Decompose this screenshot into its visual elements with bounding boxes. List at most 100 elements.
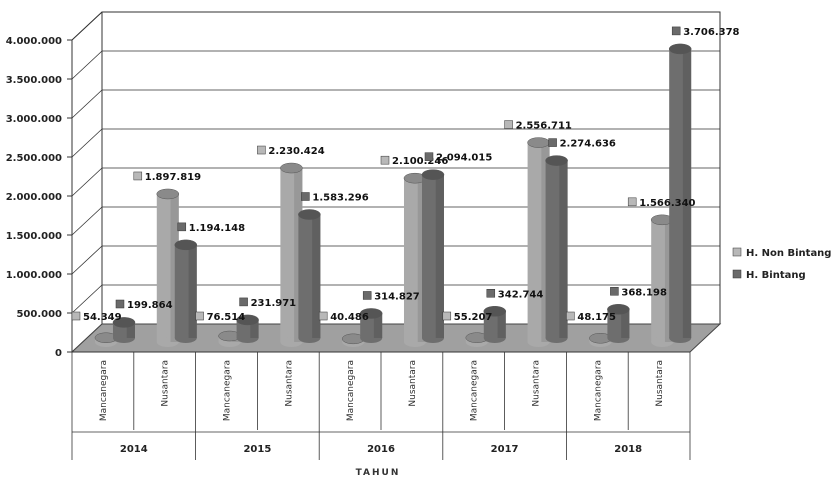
bar-shade — [664, 219, 674, 342]
bar-top — [298, 209, 321, 220]
bar-h-non-bintang — [527, 137, 550, 347]
bar-top — [483, 306, 507, 317]
data-label-marker — [424, 152, 434, 161]
data-label: 40.486 — [318, 311, 369, 323]
gridline-side — [71, 128, 103, 158]
data-label-marker — [301, 192, 310, 201]
bar-h-bintang — [298, 209, 321, 343]
data-label-text: 199.864 — [127, 300, 173, 311]
bar-shade — [541, 142, 550, 342]
data-label: 1.583.296 — [301, 192, 369, 204]
data-label-text: 1.566.340 — [639, 198, 695, 209]
data-label: 2.094.015 — [424, 152, 492, 164]
data-label-marker — [486, 289, 496, 298]
bar-h-bintang — [421, 169, 445, 343]
data-label: 368.198 — [610, 287, 667, 298]
data-label-text: 2.274.636 — [560, 139, 616, 150]
bar-h-bintang — [483, 306, 507, 343]
data-label: 2.100.246 — [380, 155, 448, 167]
data-label-marker — [610, 287, 619, 296]
data-label-text: 40.486 — [330, 312, 369, 323]
bar-h-bintang — [668, 43, 692, 343]
data-label-text: 1.897.819 — [145, 172, 201, 183]
gridline-side — [71, 284, 103, 314]
legend-label: H. Bintang — [746, 270, 806, 281]
data-label-text: 2.230.424 — [268, 146, 324, 157]
bar-h-non-bintang — [465, 332, 489, 347]
gridline-side — [71, 89, 103, 119]
bar-shade — [170, 193, 179, 342]
gridline-side — [71, 206, 103, 236]
bar-shade — [417, 178, 426, 342]
bar-h-non-bintang — [280, 162, 303, 347]
x-category-label: Nusantara — [532, 360, 542, 407]
y-tick-label: 2.500.000 — [6, 153, 62, 164]
bar-h-non-bintang — [218, 330, 241, 347]
bar-shade — [621, 309, 630, 338]
data-label: 55.207 — [442, 311, 492, 323]
data-label: 48.175 — [566, 311, 616, 323]
y-tick-label: 2.000.000 — [6, 192, 62, 203]
data-label-text: 1.583.296 — [312, 193, 368, 204]
gridline-side — [71, 245, 103, 275]
x-category-label: Nusantara — [655, 360, 665, 407]
data-label-text: 2.556.711 — [516, 121, 572, 132]
legend: H. Non Bintang H. Bintang — [732, 247, 831, 281]
x-category-label: Nusantara — [161, 360, 171, 407]
y-tick-label: 4.000.000 — [6, 36, 62, 47]
bar-top — [112, 317, 136, 328]
bar-top — [545, 155, 568, 166]
legend-label: H. Non Bintang — [746, 248, 831, 259]
data-label: 1.194.148 — [177, 222, 245, 234]
bar-h-bintang — [236, 314, 259, 343]
bar-top — [527, 137, 550, 148]
x-category-label: Mancanegara — [593, 360, 603, 421]
x-category-label: Mancanegara — [223, 360, 233, 421]
x-year-label: 2016 — [367, 444, 395, 455]
bar-top — [236, 314, 259, 326]
x-category-label: Nusantara — [284, 360, 294, 407]
gridline-side — [71, 50, 103, 80]
data-label-marker — [177, 222, 187, 232]
data-label-marker — [504, 120, 513, 129]
data-label-text: 342.744 — [498, 289, 544, 300]
bar-h-non-bintang — [650, 214, 674, 347]
chart-gridlines — [71, 11, 720, 314]
bar-top — [359, 308, 383, 319]
data-label-text: 54.349 — [83, 312, 122, 323]
data-label-text: 2.094.015 — [436, 153, 492, 164]
bar-h-non-bintang — [403, 172, 427, 347]
data-labels: 54.349 199.864 1.897.819 1.194.148 76.514 231… — [71, 26, 740, 323]
bar-shade — [294, 168, 303, 342]
x-year-label: 2017 — [491, 444, 519, 455]
data-label-marker — [442, 311, 452, 321]
legend-swatch — [732, 247, 742, 257]
data-label-text: 314.827 — [374, 291, 420, 302]
bar-shade — [682, 48, 692, 338]
x-year-label: 2014 — [120, 444, 148, 455]
data-label: 1.897.819 — [133, 171, 201, 183]
bar-shade — [559, 160, 568, 338]
x-category-label: Mancanegara — [346, 360, 356, 421]
x-category-label: Nusantara — [408, 360, 418, 407]
data-label-marker — [627, 197, 637, 207]
data-label: 76.514 — [195, 311, 245, 323]
data-label: 1.566.340 — [627, 197, 696, 209]
bar-shade — [435, 174, 444, 338]
data-label-text: 1.194.148 — [189, 223, 245, 234]
x-axis-title: TAHUN — [356, 468, 401, 478]
bar-shade — [312, 214, 321, 338]
data-label: 54.349 — [71, 311, 122, 323]
bar-shade — [373, 313, 383, 338]
bar-shade — [188, 244, 197, 338]
bar-shade — [126, 322, 135, 338]
data-label-text: 231.971 — [251, 298, 297, 309]
data-label-marker — [115, 299, 125, 309]
y-tick-label: 1.000.000 — [6, 270, 62, 281]
y-tick-label: 0 — [55, 348, 62, 359]
data-label-marker — [239, 297, 248, 307]
data-label-marker — [548, 138, 557, 147]
x-category-label: Mancanegara — [99, 360, 109, 421]
x-year-label: 2018 — [614, 444, 642, 455]
